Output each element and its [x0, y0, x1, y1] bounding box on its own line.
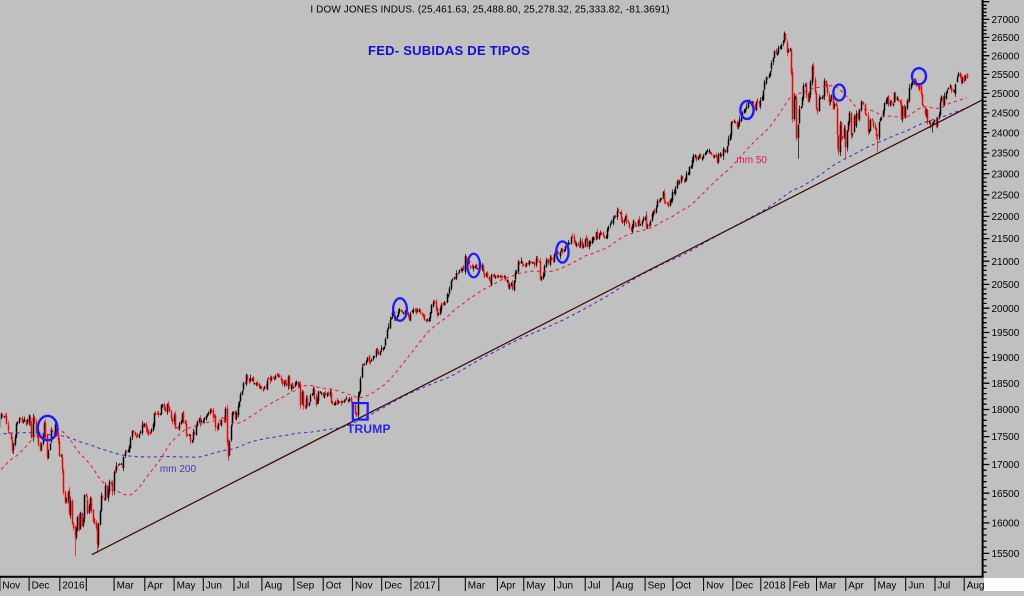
- svg-text:FED- SUBIDAS DE TIPOS: FED- SUBIDAS DE TIPOS: [368, 43, 530, 58]
- svg-text:25500: 25500: [992, 70, 1020, 81]
- svg-text:Oct: Oct: [676, 581, 692, 592]
- svg-text:Sep: Sep: [296, 581, 314, 592]
- svg-text:18500: 18500: [992, 379, 1020, 390]
- svg-text:20000: 20000: [992, 304, 1020, 315]
- svg-text:27000: 27000: [992, 15, 1020, 26]
- svg-text:17500: 17500: [992, 432, 1020, 443]
- svg-text:2017: 2017: [414, 581, 437, 592]
- svg-text:Apr: Apr: [147, 581, 163, 592]
- svg-text:21000: 21000: [992, 257, 1020, 268]
- svg-text:23000: 23000: [992, 169, 1020, 180]
- svg-text:Sep: Sep: [648, 581, 666, 592]
- svg-text:TRUMP: TRUMP: [347, 422, 391, 436]
- svg-text:25000: 25000: [992, 89, 1020, 100]
- svg-text:Jul: Jul: [588, 581, 601, 592]
- svg-text:Nov: Nov: [706, 581, 724, 592]
- svg-text:Jun: Jun: [908, 581, 924, 592]
- svg-text:Feb: Feb: [793, 581, 811, 592]
- svg-text:Nov: Nov: [2, 581, 20, 592]
- svg-text:Nov: Nov: [355, 581, 373, 592]
- svg-text:Dec: Dec: [735, 581, 753, 592]
- svg-text:mm 200: mm 200: [160, 464, 197, 475]
- svg-text:Mar: Mar: [117, 581, 135, 592]
- svg-text:22000: 22000: [992, 212, 1020, 223]
- svg-text:17000: 17000: [992, 460, 1020, 471]
- svg-text:16500: 16500: [992, 489, 1020, 500]
- svg-text:19500: 19500: [992, 328, 1020, 339]
- svg-text:18000: 18000: [992, 405, 1020, 416]
- svg-text:24000: 24000: [992, 128, 1020, 139]
- svg-text:Mar: Mar: [468, 581, 486, 592]
- svg-text:mm 50: mm 50: [736, 155, 767, 166]
- svg-text:Dec: Dec: [32, 581, 50, 592]
- svg-text:May: May: [177, 581, 196, 592]
- svg-text:Jun: Jun: [206, 581, 222, 592]
- svg-text:May: May: [526, 581, 545, 592]
- svg-text:Aug: Aug: [264, 581, 282, 592]
- svg-text:15500: 15500: [992, 549, 1020, 560]
- svg-text:21500: 21500: [992, 234, 1020, 245]
- svg-text:20500: 20500: [992, 280, 1020, 291]
- svg-text:22500: 22500: [992, 190, 1020, 201]
- svg-text:I DOW JONES INDUS. (25,461.63,: I DOW JONES INDUS. (25,461.63, 25,488.80…: [310, 5, 669, 16]
- svg-text:May: May: [878, 581, 897, 592]
- svg-text:Oct: Oct: [326, 581, 342, 592]
- svg-text:Jul: Jul: [938, 581, 951, 592]
- svg-text:26500: 26500: [992, 33, 1020, 44]
- svg-text:24500: 24500: [992, 109, 1020, 120]
- svg-text:Dec: Dec: [384, 581, 402, 592]
- svg-text:Aug: Aug: [967, 581, 985, 592]
- svg-text:Jul: Jul: [237, 581, 250, 592]
- svg-text:Aug: Aug: [616, 581, 634, 592]
- svg-text:23500: 23500: [992, 149, 1020, 160]
- svg-text:2018: 2018: [763, 581, 786, 592]
- svg-text:Apr: Apr: [500, 581, 516, 592]
- svg-text:Mar: Mar: [819, 581, 837, 592]
- svg-text:19000: 19000: [992, 353, 1020, 364]
- svg-text:Apr: Apr: [848, 581, 864, 592]
- svg-text:2016: 2016: [62, 581, 85, 592]
- svg-text:Jun: Jun: [557, 581, 573, 592]
- svg-text:16000: 16000: [992, 519, 1020, 530]
- svg-text:26000: 26000: [992, 51, 1020, 62]
